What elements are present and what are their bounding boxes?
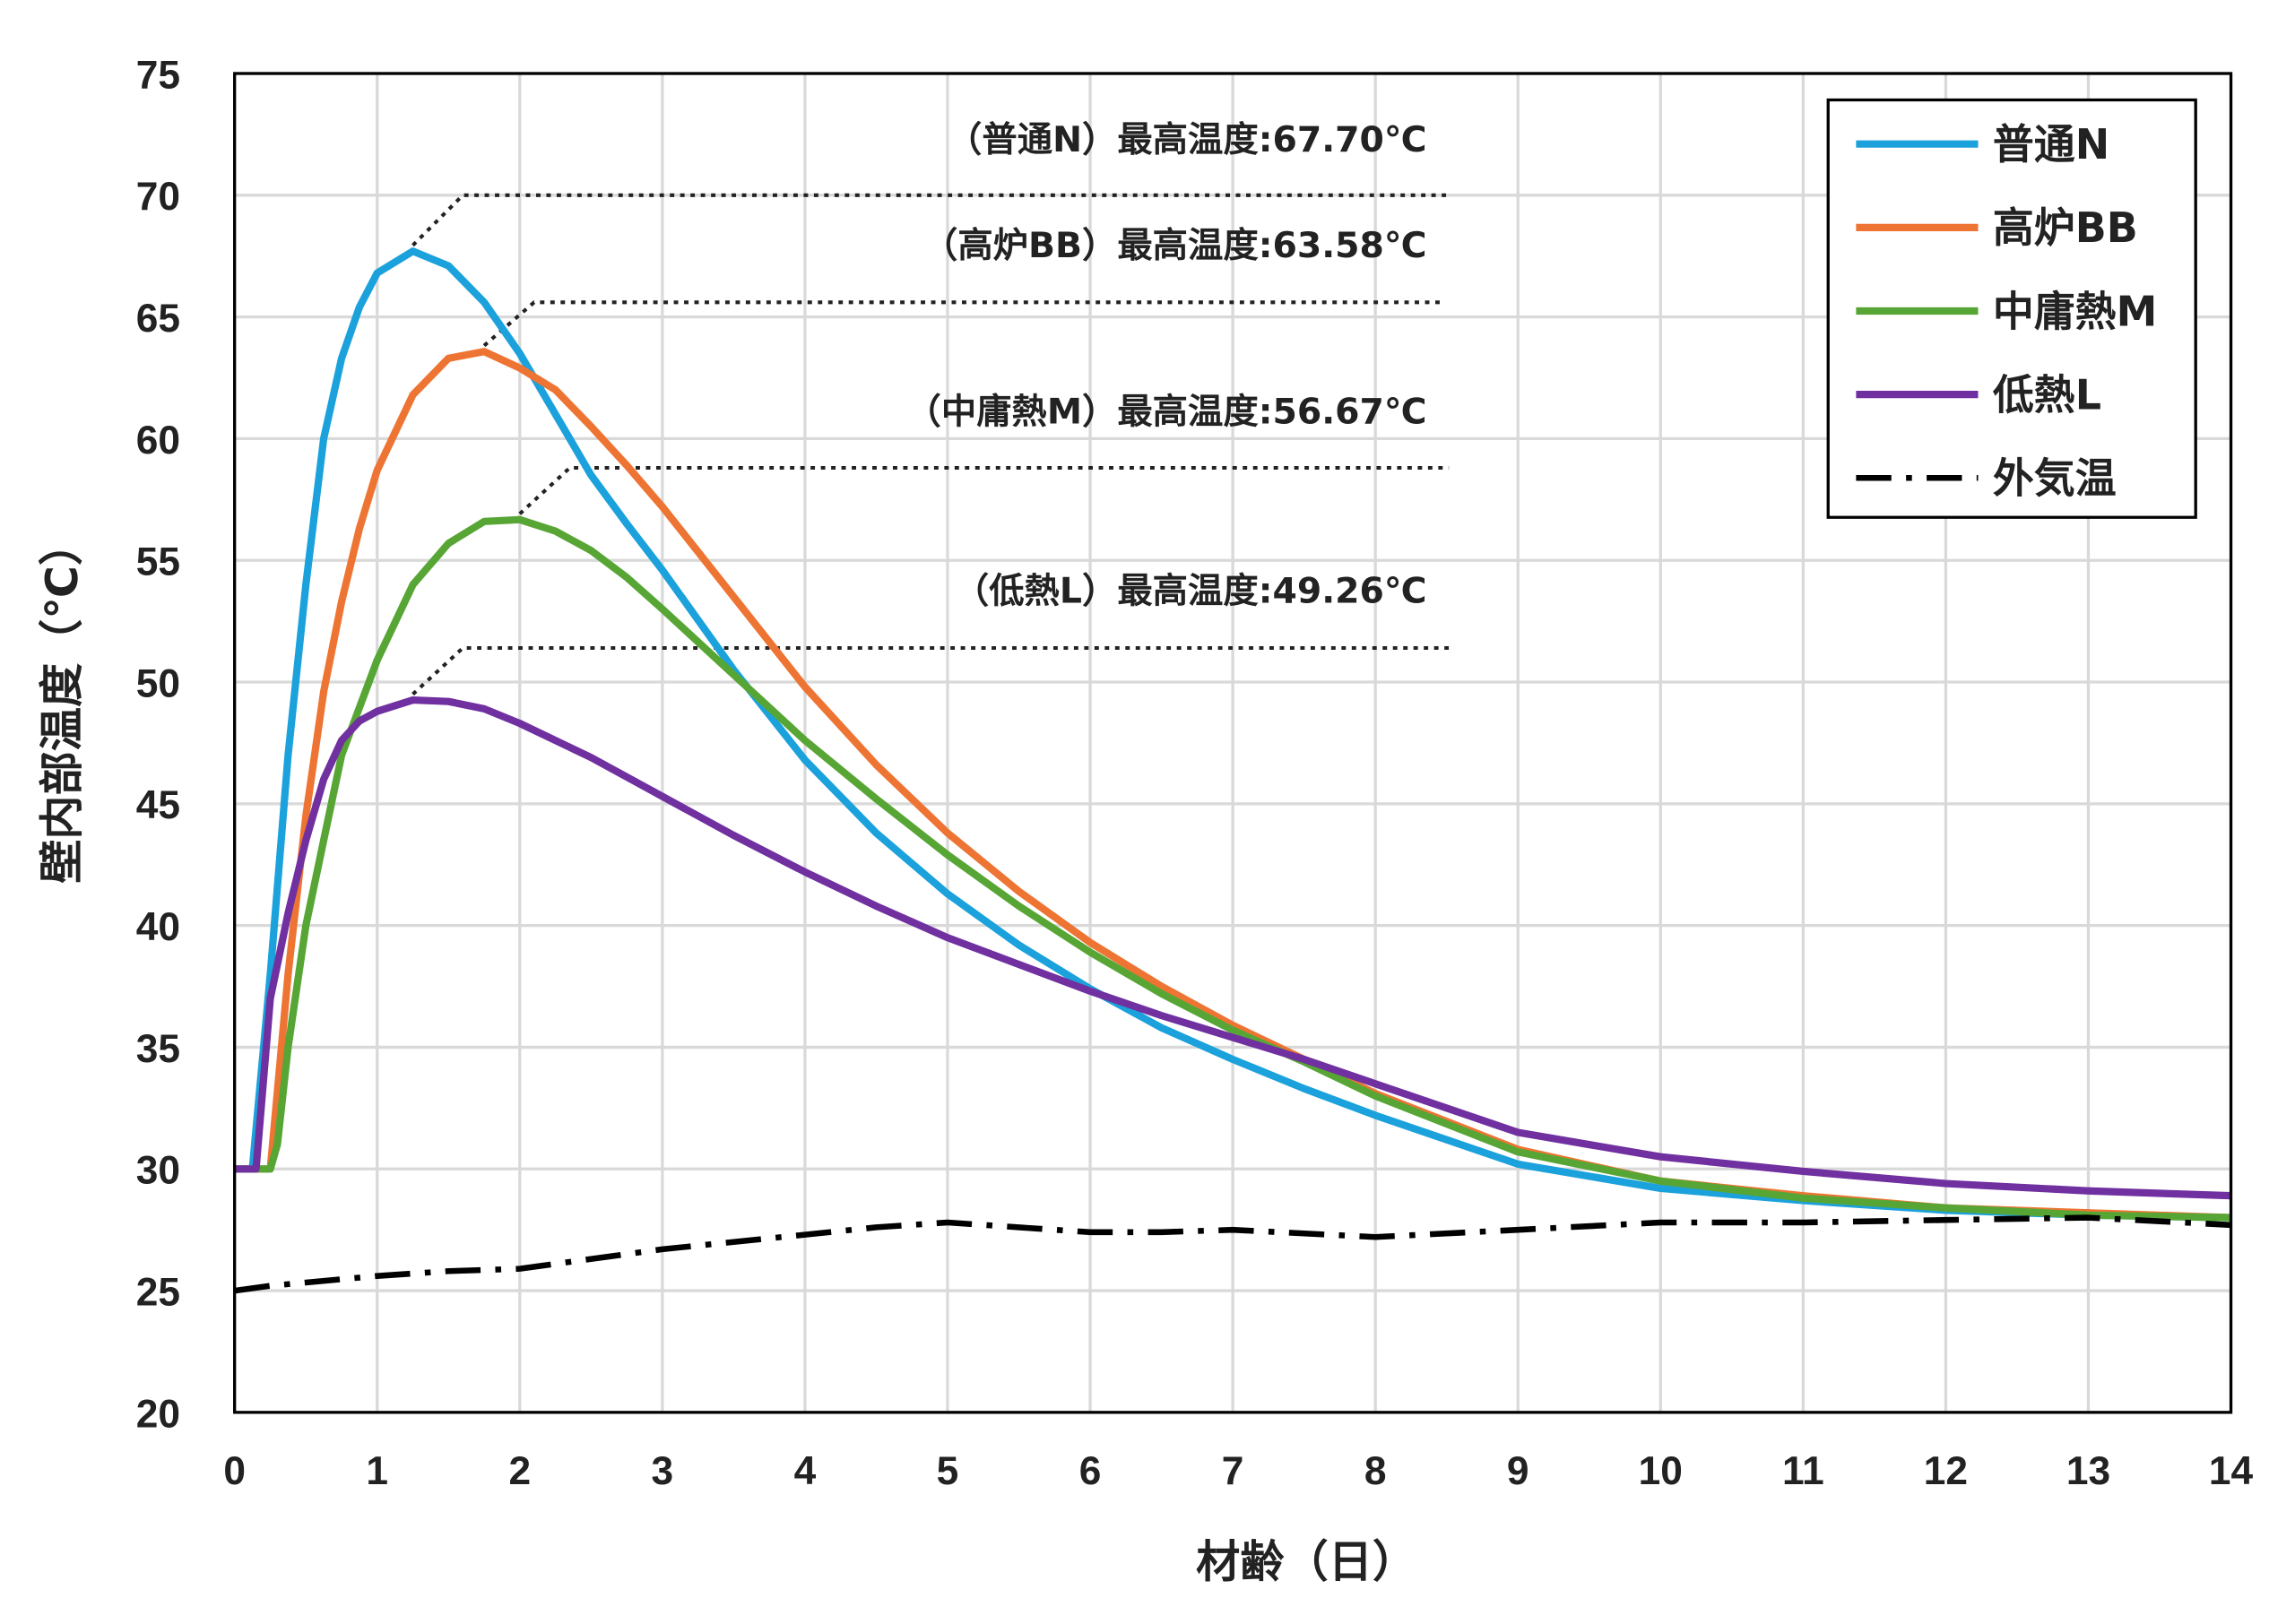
x-tick-label: 1 [366,1449,388,1493]
x-tick-label: 0 [223,1449,246,1493]
plot-frame [233,72,2233,1414]
y-axis-label: 壁内部温度（℃） [36,522,88,884]
x-tick-label: 14 [2209,1449,2254,1493]
x-tick-label: 8 [1364,1449,1387,1493]
legend-label: 低熱L [1993,371,2101,419]
x-tick-label: 11 [1782,1449,1824,1493]
y-tick-label: 70 [136,175,180,219]
y-tick-label: 45 [136,783,180,827]
y-tick-label: 30 [136,1149,180,1193]
x-axis-label: 材齢（日） [1196,1536,1416,1588]
x-tick-label: 9 [1507,1449,1529,1493]
legend-label: 外気温 [1993,454,2117,503]
x-tick-label: 5 [937,1449,959,1493]
annotation-label: （高炉BB）最高温度:63.58℃ [922,225,1427,266]
y-tick-label: 75 [136,53,180,97]
series-line-5 [234,1214,2231,1294]
y-tick-label: 25 [136,1270,180,1314]
annotation-leader-line [518,465,1450,515]
y-tick-label: 55 [136,540,180,584]
legend: 普通N 高炉BB 中庸熱M 低熱L 外気温 [1826,98,2197,519]
y-tick-label: 40 [136,905,180,949]
legend-label: 中庸熱M [1993,287,2157,335]
y-tick-label: 35 [136,1027,180,1071]
tick-labels: 0 1 2 3 4 5 6 7 8 9 10 11 12 13 1420253035404550556065… [136,53,2254,1493]
x-tick-label: 2 [508,1449,531,1493]
y-tick-label: 20 [136,1392,180,1436]
x-tick-label: 10 [1639,1449,1683,1493]
annotation-label: （普通N）最高温度:67.70℃ [947,119,1427,160]
annotation-leader-line [411,193,1450,247]
annotation-leader-line [482,300,1442,348]
series-lines [234,247,2231,1294]
annotation-leader-line [411,645,1450,696]
x-tick-label: 7 [1222,1449,1244,1493]
y-tick-label: 60 [136,419,180,462]
legend-label: 普通N [1993,120,2109,168]
annotation-label: （低熱L）最高温度:49.26℃ [954,570,1427,611]
series-line-4 [234,695,2231,1200]
x-tick-label: 6 [1079,1449,1102,1493]
y-tick-label: 50 [136,661,180,705]
x-tick-label: 13 [2066,1449,2110,1493]
series-line-3 [234,515,2231,1222]
x-tick-label: 12 [1924,1449,1968,1493]
x-tick-label: 3 [652,1449,674,1493]
annotations: （普通N）最高温度:67.70℃ （高炉BB）最高温度:63.58℃ （中庸熱M）最… [411,119,1450,696]
x-tick-label: 4 [794,1449,817,1493]
y-tick-label: 65 [136,297,180,341]
series-line-1 [234,247,2231,1222]
legend-label: 高炉BB [1993,203,2138,252]
annotation-label: （中庸熱M）最高温度:56.67℃ [905,391,1426,432]
legend-box [1826,98,2197,519]
